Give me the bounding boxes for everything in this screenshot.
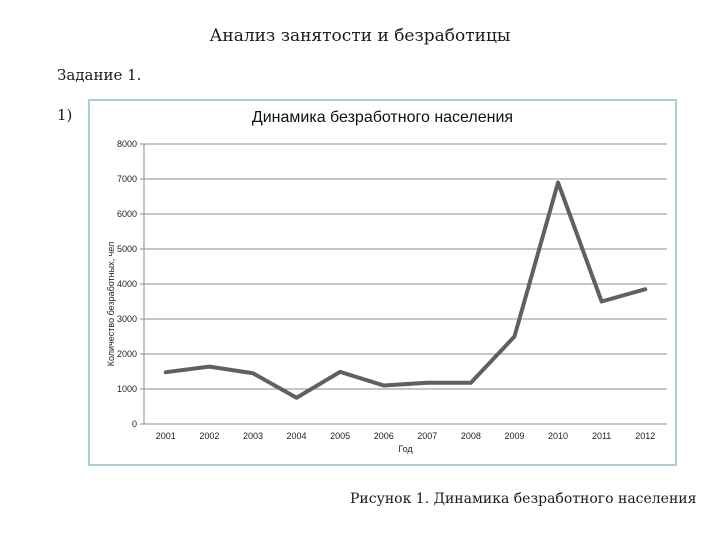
x-tick-label: 2002: [199, 431, 219, 441]
x-tick-label: 2010: [548, 431, 568, 441]
data-point: [512, 335, 516, 339]
x-tick-label: 2012: [635, 431, 655, 441]
data-point: [469, 381, 473, 385]
data-point: [164, 370, 168, 374]
data-point: [600, 300, 604, 304]
y-tick-label: 5000: [117, 244, 137, 254]
x-tick-label: 2004: [287, 431, 307, 441]
y-axis-title: Количество безработных, чел: [106, 242, 116, 367]
chart-title: Динамика безработного населения: [251, 109, 514, 126]
line-chart: 0 1000 2000 3000 4000 5000 6000 7000 8000 2001 200…: [106, 139, 667, 454]
data-point: [338, 370, 342, 374]
x-tick-label: 2008: [461, 431, 481, 441]
x-tick-label: 2001: [156, 431, 176, 441]
x-tick-label: 2007: [417, 431, 437, 441]
data-point: [382, 384, 386, 388]
x-tick-label: 2011: [592, 431, 611, 441]
y-tick-label: 2000: [117, 349, 137, 359]
data-point: [251, 371, 255, 375]
data-point: [207, 365, 211, 369]
data-point: [295, 396, 299, 400]
document-title: Анализ занятости и безработицы: [209, 26, 511, 46]
y-tick-label: 6000: [117, 209, 137, 219]
series-line: [163, 180, 648, 400]
x-tick-label: 2003: [243, 431, 263, 441]
y-tick-label: 3000: [117, 314, 137, 324]
y-tick-label: 7000: [117, 174, 137, 184]
item-label: 1): [57, 106, 73, 124]
data-point: [643, 287, 647, 291]
y-tick-label: 1000: [117, 384, 137, 394]
task-label: Задание 1.: [57, 66, 142, 84]
x-axis-title: Год: [398, 444, 413, 454]
data-point: [425, 381, 429, 385]
chart-frame: Динамика безработного населения 0 1000 200…: [88, 99, 677, 466]
figure-caption: Рисунок 1. Динамика безработного населен…: [350, 491, 697, 507]
x-tick-label: 2006: [374, 431, 394, 441]
y-tick-label: 4000: [117, 279, 137, 289]
y-tick-label: 0: [132, 419, 137, 429]
data-point: [556, 181, 560, 185]
x-tick-label: 2009: [504, 431, 524, 441]
y-tick-label: 8000: [117, 139, 137, 149]
x-tick-label: 2005: [330, 431, 350, 441]
